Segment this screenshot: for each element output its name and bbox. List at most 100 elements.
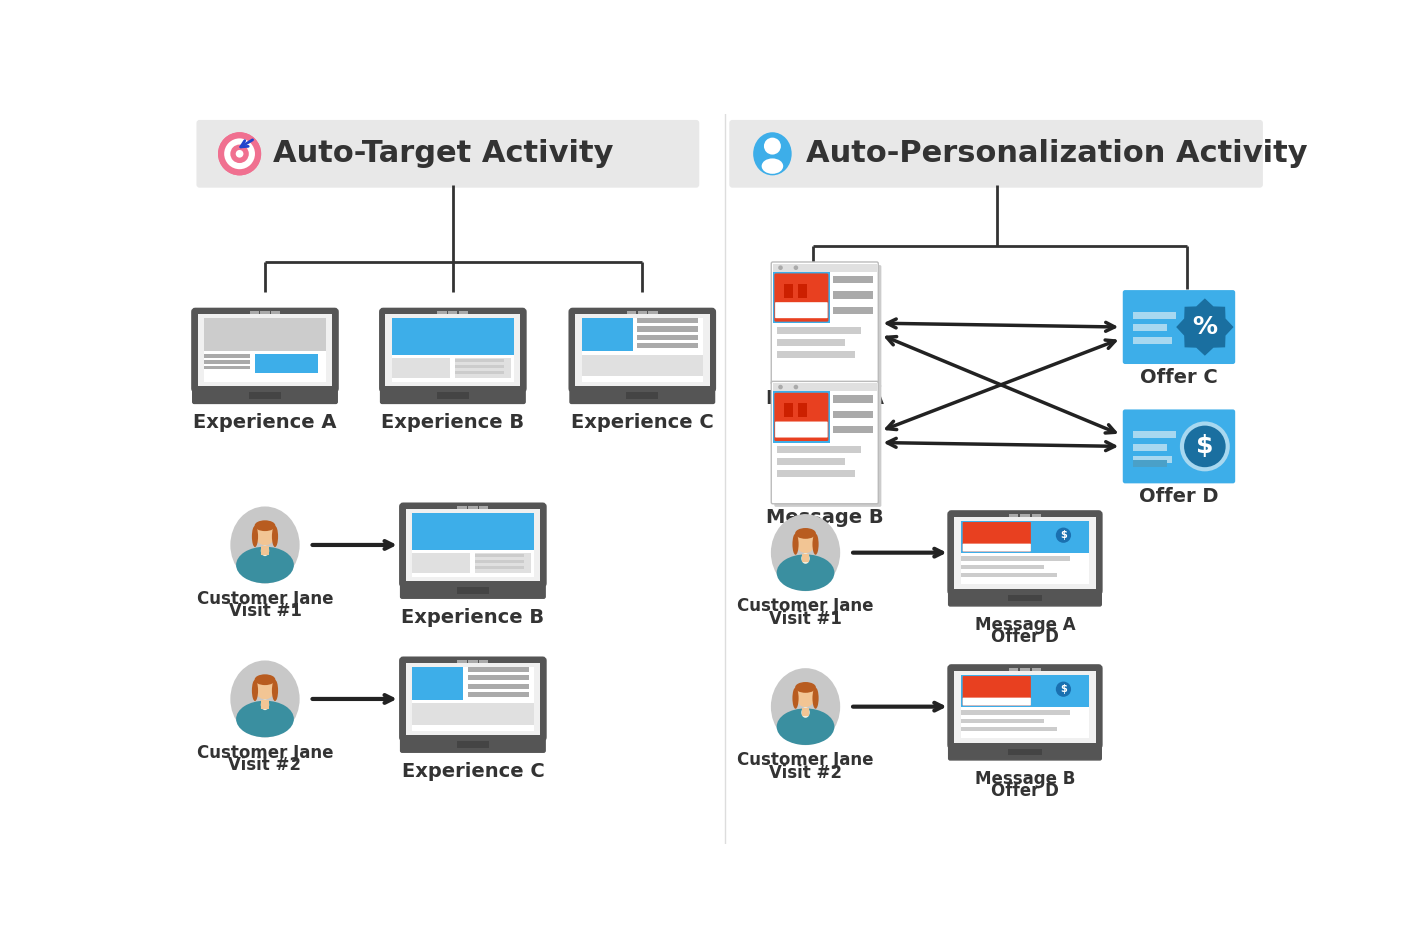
Bar bbox=[406, 509, 540, 581]
Bar bbox=[437, 311, 447, 314]
Bar bbox=[962, 675, 1089, 706]
Bar bbox=[262, 546, 269, 555]
Bar bbox=[458, 660, 467, 663]
Bar bbox=[271, 311, 280, 314]
FancyBboxPatch shape bbox=[963, 676, 1031, 705]
Bar bbox=[1010, 667, 1018, 670]
Bar bbox=[437, 392, 469, 399]
Bar bbox=[468, 660, 478, 663]
Text: Customer Jane: Customer Jane bbox=[197, 743, 334, 761]
Text: Experience C: Experience C bbox=[571, 413, 714, 432]
FancyBboxPatch shape bbox=[380, 309, 526, 392]
Bar bbox=[262, 701, 269, 708]
Bar bbox=[468, 667, 529, 672]
Bar bbox=[406, 663, 540, 735]
Bar bbox=[778, 327, 861, 334]
Text: Experience B: Experience B bbox=[402, 608, 544, 627]
Bar bbox=[256, 354, 318, 374]
Bar bbox=[962, 710, 1070, 715]
Bar bbox=[457, 587, 489, 593]
Bar bbox=[833, 395, 872, 403]
Ellipse shape bbox=[813, 687, 819, 709]
Ellipse shape bbox=[771, 514, 840, 592]
Bar bbox=[778, 458, 846, 465]
Bar bbox=[468, 692, 529, 697]
Bar bbox=[778, 447, 861, 453]
Bar bbox=[649, 311, 658, 314]
Text: Message A: Message A bbox=[766, 389, 884, 408]
Bar bbox=[1133, 337, 1172, 344]
Bar bbox=[797, 284, 807, 298]
Text: Auto-Target Activity: Auto-Target Activity bbox=[273, 139, 614, 169]
Bar bbox=[773, 272, 830, 323]
Ellipse shape bbox=[792, 687, 799, 709]
Bar bbox=[413, 667, 464, 701]
Ellipse shape bbox=[236, 701, 294, 738]
Text: Offer D: Offer D bbox=[1140, 487, 1219, 506]
Bar bbox=[638, 335, 699, 340]
Bar bbox=[773, 264, 877, 272]
Bar bbox=[468, 506, 478, 509]
Bar bbox=[205, 319, 325, 382]
Bar bbox=[460, 311, 468, 314]
Circle shape bbox=[1179, 422, 1230, 471]
Ellipse shape bbox=[260, 700, 269, 710]
Bar bbox=[783, 403, 793, 417]
FancyBboxPatch shape bbox=[192, 389, 338, 404]
Bar bbox=[198, 314, 332, 386]
Bar bbox=[1133, 444, 1168, 450]
Bar bbox=[413, 667, 533, 731]
Bar bbox=[962, 565, 1044, 569]
FancyBboxPatch shape bbox=[400, 503, 546, 587]
Bar bbox=[1008, 749, 1042, 756]
Text: Customer Jane: Customer Jane bbox=[737, 597, 874, 615]
Ellipse shape bbox=[255, 674, 276, 685]
Bar bbox=[479, 660, 488, 663]
Ellipse shape bbox=[252, 680, 257, 702]
Circle shape bbox=[230, 144, 249, 163]
Bar bbox=[962, 520, 1089, 553]
Bar bbox=[455, 372, 503, 374]
Bar bbox=[458, 506, 467, 509]
FancyBboxPatch shape bbox=[963, 543, 1031, 552]
FancyBboxPatch shape bbox=[949, 511, 1102, 594]
FancyBboxPatch shape bbox=[775, 422, 827, 438]
FancyBboxPatch shape bbox=[775, 265, 881, 388]
Circle shape bbox=[778, 385, 783, 390]
FancyBboxPatch shape bbox=[949, 591, 1102, 606]
FancyBboxPatch shape bbox=[197, 119, 700, 188]
FancyBboxPatch shape bbox=[1123, 410, 1236, 483]
Bar bbox=[1021, 667, 1029, 670]
Ellipse shape bbox=[271, 526, 279, 547]
Bar bbox=[638, 343, 699, 348]
Text: Visit #2: Visit #2 bbox=[769, 764, 841, 782]
Polygon shape bbox=[1176, 300, 1233, 355]
Bar bbox=[1133, 456, 1172, 463]
Bar bbox=[833, 291, 872, 299]
Bar bbox=[413, 513, 533, 577]
Bar bbox=[455, 365, 503, 369]
Bar bbox=[413, 513, 533, 550]
Ellipse shape bbox=[796, 531, 816, 553]
Circle shape bbox=[218, 132, 262, 175]
Bar bbox=[475, 554, 523, 557]
Bar bbox=[1133, 461, 1168, 467]
Bar bbox=[448, 311, 458, 314]
Text: $: $ bbox=[1196, 434, 1213, 459]
Circle shape bbox=[225, 138, 255, 169]
Bar bbox=[1008, 594, 1042, 601]
Ellipse shape bbox=[776, 555, 834, 591]
Bar bbox=[962, 556, 1070, 561]
Bar bbox=[833, 276, 872, 283]
Bar bbox=[962, 719, 1044, 723]
Ellipse shape bbox=[762, 158, 783, 173]
Text: Offer C: Offer C bbox=[1140, 368, 1217, 387]
Bar bbox=[260, 311, 270, 314]
Text: Experience A: Experience A bbox=[194, 413, 337, 432]
FancyBboxPatch shape bbox=[775, 385, 881, 507]
Text: Experience B: Experience B bbox=[382, 413, 525, 432]
Text: Offer D: Offer D bbox=[991, 629, 1059, 647]
Ellipse shape bbox=[776, 708, 834, 745]
Bar bbox=[249, 392, 281, 399]
FancyBboxPatch shape bbox=[775, 273, 829, 321]
